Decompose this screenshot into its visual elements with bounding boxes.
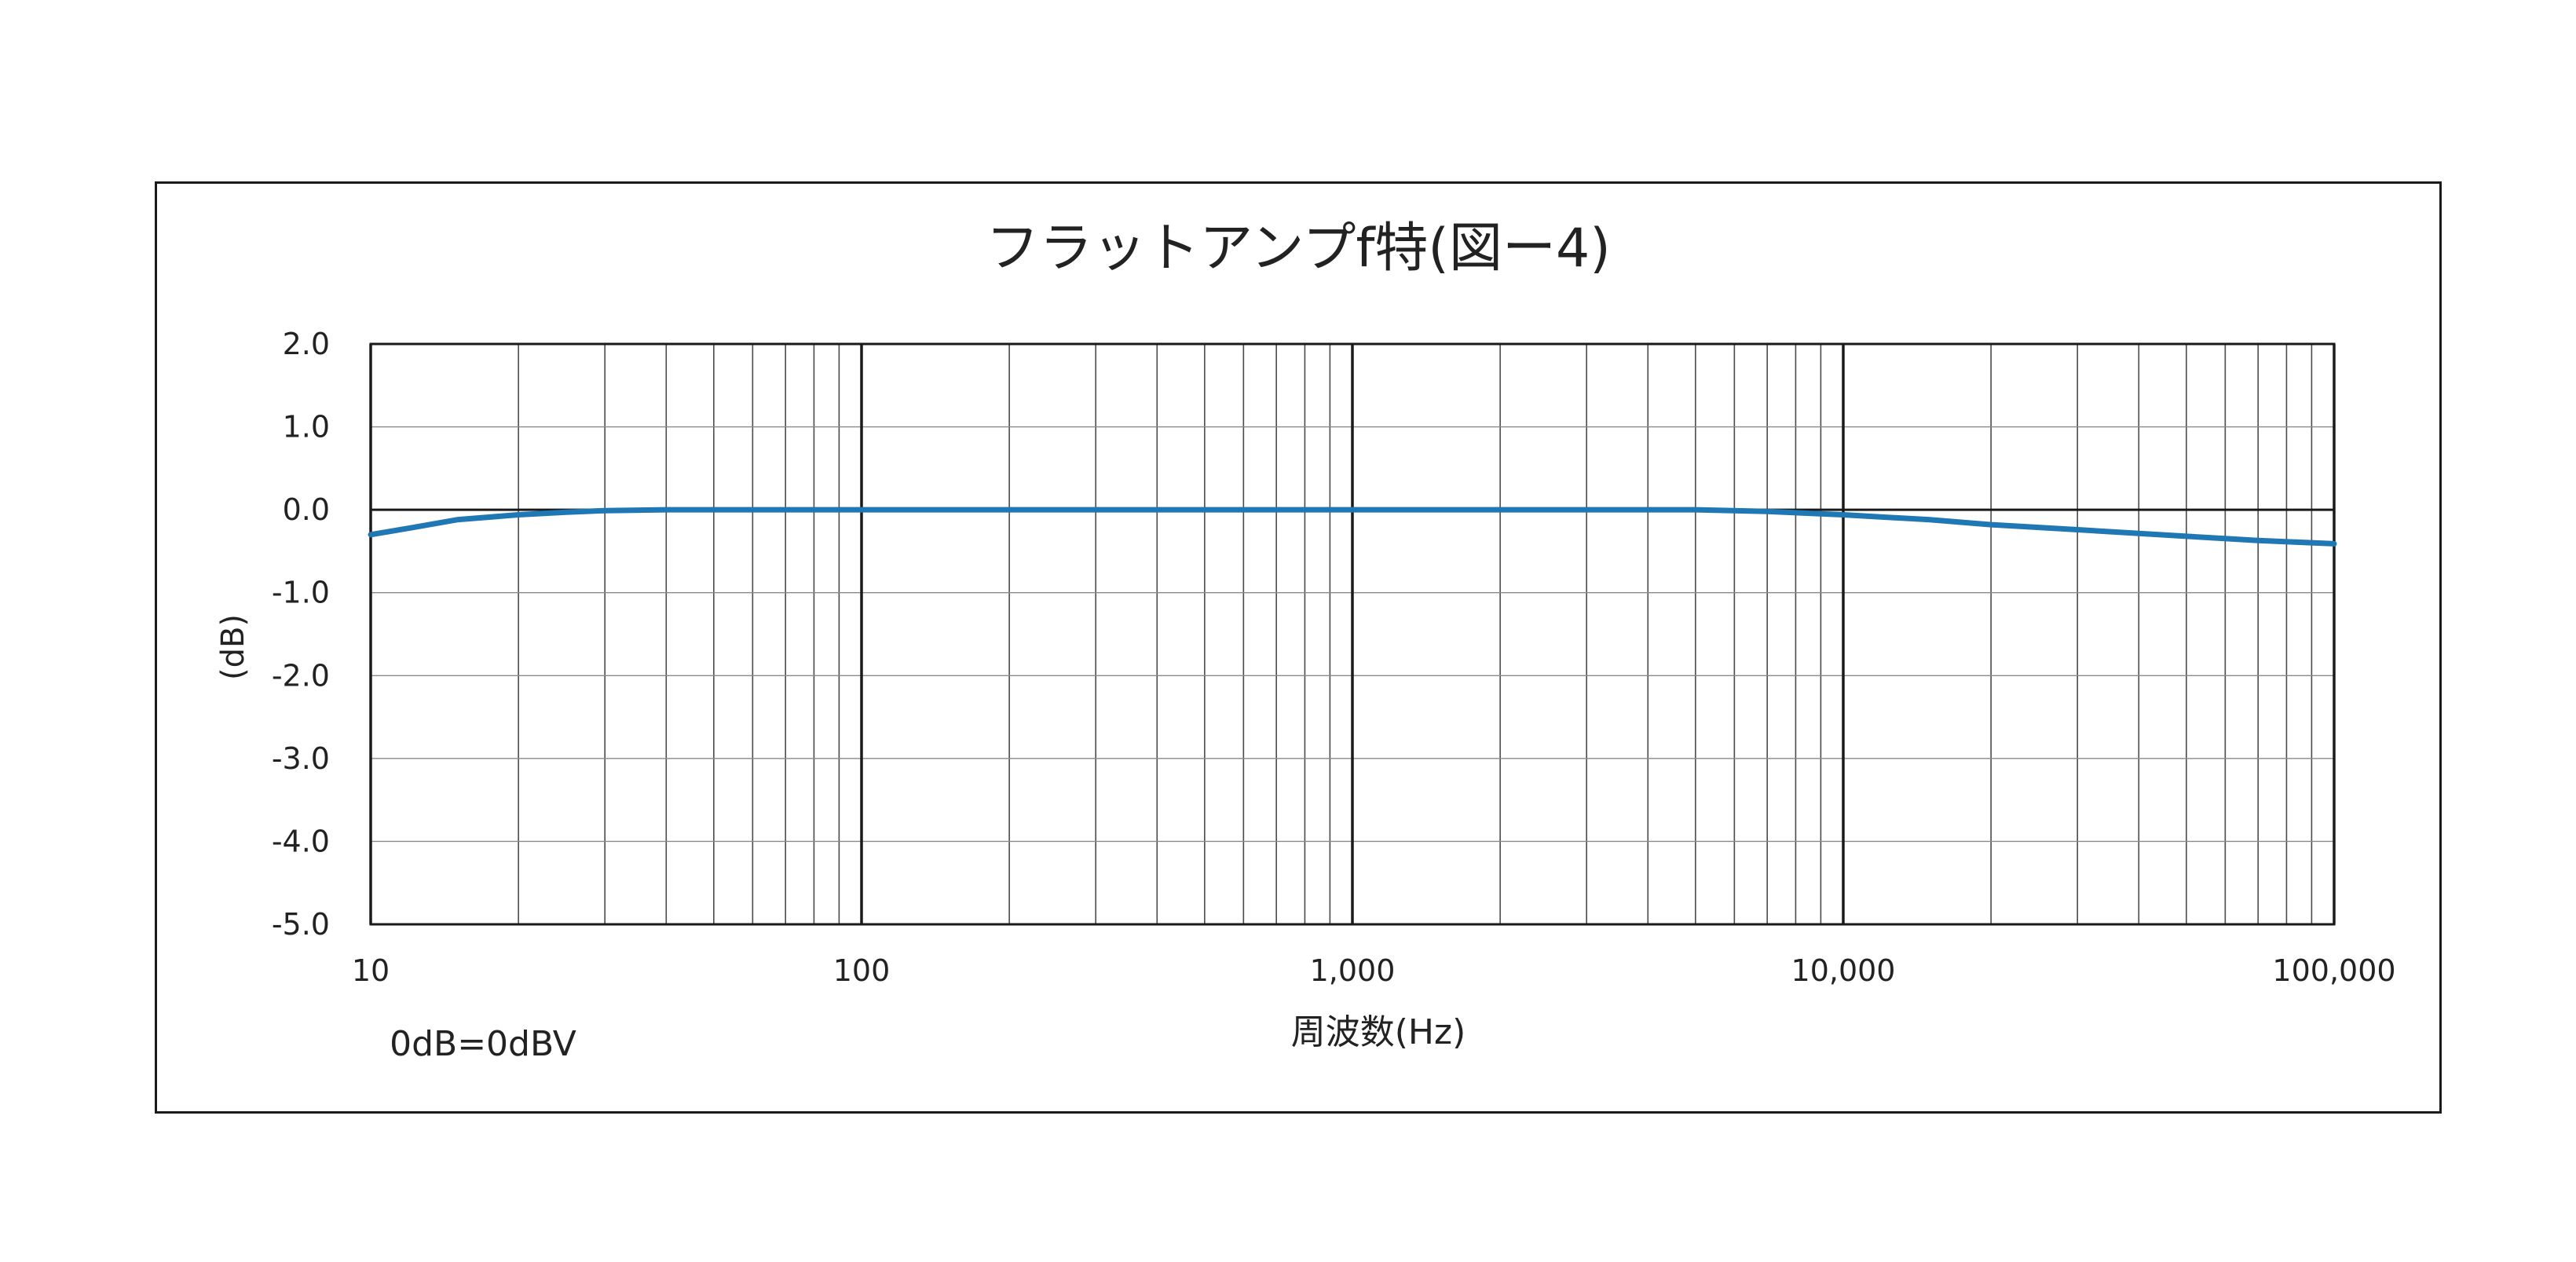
chart-svg: フラットアンプf特(図ー4) 2.0 1.0 0.0 -1.0 -2.0 -3.0 -4.0… (215, 218, 2396, 1064)
y-tick-label: 1.0 (283, 410, 330, 444)
axes-layer (369, 342, 2336, 926)
y-axis-label: (dB) (215, 614, 251, 680)
series-line (368, 507, 2337, 547)
y-tick-label: 0.0 (283, 492, 330, 527)
labels-layer: 2.0 1.0 0.0 -1.0 -2.0 -3.0 -4.0 -5.0 10 100 1,000 1… (272, 327, 2396, 988)
grid-layer (371, 343, 2334, 925)
y-tick-label: -5.0 (272, 907, 330, 942)
x-tick-label: 100,000 (2272, 953, 2395, 988)
x-tick-label: 1,000 (1310, 953, 1396, 988)
x-axis-label: 周波数(Hz) (1291, 1012, 1466, 1052)
x-tick-label: 10,000 (1791, 953, 1896, 988)
y-tick-label: -3.0 (272, 741, 330, 776)
y-tick-label: -1.0 (272, 576, 330, 610)
chart-title: フラットアンプf特(図ー4) (986, 218, 1611, 280)
reference-note: 0dB=0dBV (390, 1024, 576, 1064)
y-tick-label: -2.0 (272, 658, 330, 693)
y-tick-label: 2.0 (283, 327, 330, 361)
x-tick-label: 100 (833, 953, 891, 988)
chart-frame: フラットアンプf特(図ー4) 2.0 1.0 0.0 -1.0 -2.0 -3.0 -4.0… (155, 181, 2442, 1114)
y-tick-label: -4.0 (272, 824, 330, 858)
plot-area-border (369, 342, 2336, 926)
series-layer (368, 507, 2337, 547)
x-tick-label: 10 (352, 953, 390, 988)
